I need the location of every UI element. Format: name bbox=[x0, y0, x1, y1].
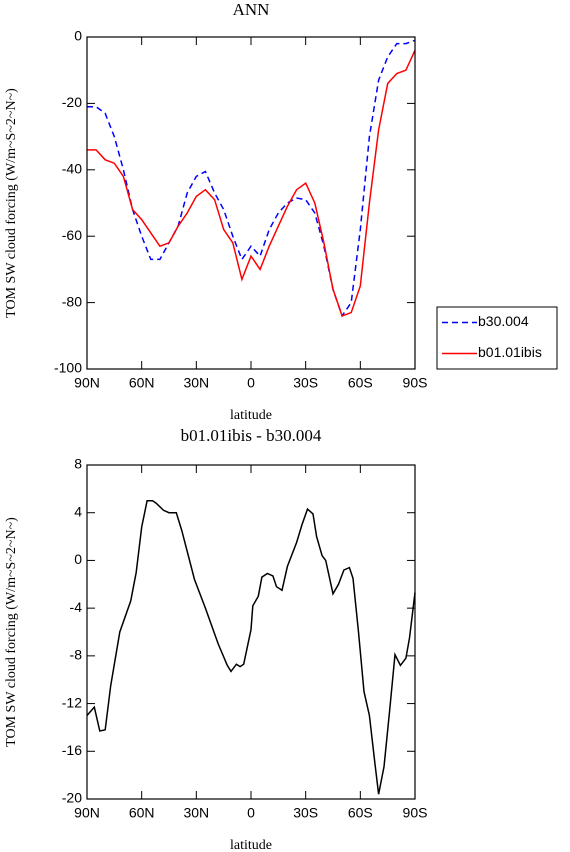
y-tick-label: -4 bbox=[70, 599, 83, 615]
x-tick-label: 60N bbox=[129, 375, 155, 391]
series-line bbox=[87, 39, 416, 318]
y-axis-label: TOM SW cloud forcing (W/m~S~2~N~) bbox=[4, 517, 19, 747]
y-tick-label: -16 bbox=[62, 742, 82, 758]
x-tick-label: 0 bbox=[247, 805, 255, 821]
x-tick-label: 60N bbox=[129, 805, 155, 821]
y-tick-label: 8 bbox=[74, 456, 82, 472]
y-tick-label: -100 bbox=[54, 360, 82, 376]
y-tick-label: -20 bbox=[62, 94, 82, 110]
x-axis-label: latitude bbox=[230, 838, 272, 852]
chart-title: ANN bbox=[233, 0, 270, 19]
series-line bbox=[87, 49, 416, 317]
y-tick-label: -60 bbox=[62, 227, 82, 243]
y-tick-label: -8 bbox=[70, 647, 83, 663]
chart-title: b01.01ibis - b30.004 bbox=[181, 426, 322, 445]
y-axis-label: TOM SW cloud forcing (W/m~S~2~N~) bbox=[4, 88, 19, 318]
plot-frame bbox=[86, 464, 416, 800]
x-tick-label: 30S bbox=[293, 375, 318, 391]
x-tick-label: 90S bbox=[403, 375, 428, 391]
x-tick-label: 60S bbox=[348, 805, 373, 821]
y-tick-label: -40 bbox=[62, 161, 82, 177]
x-tick-label: 90S bbox=[403, 805, 428, 821]
x-tick-label: 90N bbox=[74, 805, 100, 821]
x-tick-label: 30S bbox=[293, 805, 318, 821]
x-tick-label: 90N bbox=[74, 375, 100, 391]
y-tick-label: -20 bbox=[62, 790, 82, 806]
plot-frame bbox=[86, 36, 416, 370]
x-axis-label: latitude bbox=[230, 408, 272, 423]
y-tick-label: 0 bbox=[74, 551, 82, 567]
x-tick-label: 30N bbox=[183, 375, 209, 391]
y-tick-label: -80 bbox=[62, 293, 82, 309]
series-line bbox=[86, 500, 416, 795]
x-tick-label: 60S bbox=[348, 375, 373, 391]
legend-label: b01.01ibis bbox=[478, 344, 542, 360]
y-tick-label: 4 bbox=[74, 503, 82, 519]
legend-label: b30.004 bbox=[478, 313, 529, 329]
y-tick-label: -12 bbox=[62, 694, 82, 710]
x-tick-label: 30N bbox=[183, 805, 209, 821]
y-tick-label: 0 bbox=[74, 28, 82, 44]
legend-box bbox=[436, 306, 558, 370]
x-tick-label: 0 bbox=[247, 375, 255, 391]
